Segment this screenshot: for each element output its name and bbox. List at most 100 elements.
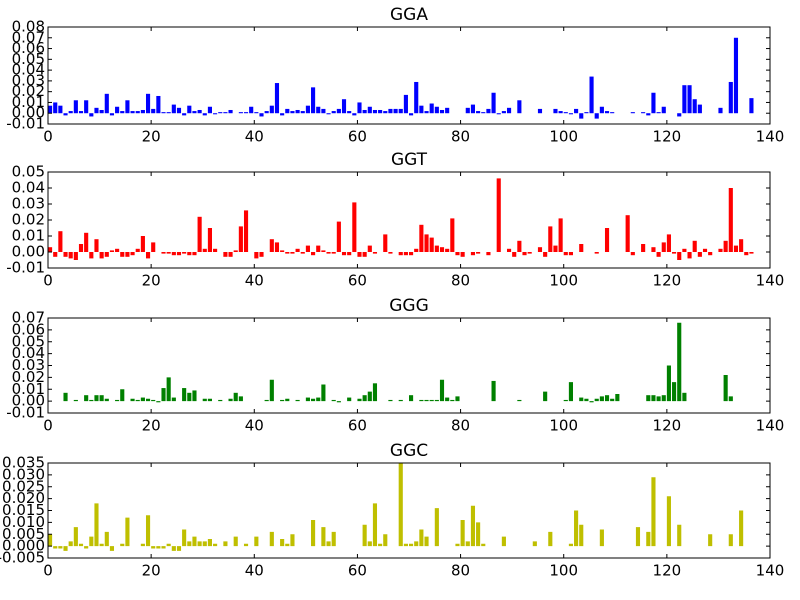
bar xyxy=(243,112,249,114)
bar xyxy=(352,202,357,252)
bar xyxy=(202,398,207,402)
bar xyxy=(187,105,192,114)
bar xyxy=(604,395,610,402)
bar xyxy=(341,252,347,256)
bar xyxy=(362,524,367,547)
bar xyxy=(171,546,176,551)
bar xyxy=(491,92,496,114)
y-tick-label: 0.01 xyxy=(12,380,45,398)
bar xyxy=(161,546,166,549)
bar xyxy=(367,245,372,252)
bar xyxy=(254,252,259,259)
bar xyxy=(362,395,367,402)
bar xyxy=(656,112,661,114)
bar xyxy=(161,252,166,254)
bar xyxy=(579,113,584,119)
bar xyxy=(213,113,218,115)
bar xyxy=(687,252,692,259)
bar xyxy=(460,520,465,547)
bar xyxy=(383,234,388,252)
bar xyxy=(646,395,651,402)
bar xyxy=(58,546,63,549)
bar xyxy=(176,546,182,551)
bar xyxy=(739,239,744,252)
bar xyxy=(419,399,424,402)
x-tick-label: 0 xyxy=(43,128,53,146)
bar xyxy=(285,543,290,547)
bar xyxy=(470,252,476,256)
y-tick-label: 0.04 xyxy=(12,61,45,79)
bar xyxy=(439,247,445,252)
bar xyxy=(109,546,115,551)
x-tick-label: 80 xyxy=(451,128,470,146)
bar xyxy=(321,384,326,402)
bar xyxy=(641,244,646,252)
x-tick-label: 100 xyxy=(549,562,578,580)
bar xyxy=(78,111,84,114)
y-tick-label: -0.01 xyxy=(6,259,45,277)
bar xyxy=(73,399,78,402)
y-tick-label: 0.035 xyxy=(2,454,45,472)
bar xyxy=(290,534,295,547)
bar xyxy=(331,252,336,254)
bar xyxy=(171,104,176,114)
bar xyxy=(269,379,274,402)
bar xyxy=(599,529,604,547)
bar xyxy=(151,399,156,402)
bar xyxy=(728,396,733,402)
bar xyxy=(305,105,310,114)
bar xyxy=(398,252,403,256)
bar xyxy=(182,529,187,547)
bar xyxy=(450,399,455,402)
y-tick-label: 0.01 xyxy=(12,93,45,111)
bar xyxy=(661,242,666,252)
bar xyxy=(120,543,125,547)
bar xyxy=(130,252,135,256)
x-tick-label: 20 xyxy=(142,128,161,146)
bar xyxy=(99,395,104,402)
y-tick-label: 0.02 xyxy=(12,211,45,229)
y-tick-label: 0.025 xyxy=(2,477,45,495)
bar xyxy=(537,108,543,114)
bar xyxy=(78,543,84,547)
bar xyxy=(486,252,491,256)
bar xyxy=(568,252,573,256)
bar xyxy=(316,245,321,252)
bar xyxy=(403,252,408,256)
bar xyxy=(285,398,290,402)
bar xyxy=(120,111,125,114)
bar xyxy=(481,112,486,114)
x-tick-label: 60 xyxy=(348,128,367,146)
bar xyxy=(728,81,733,114)
bar xyxy=(197,541,202,547)
bar xyxy=(238,226,243,252)
bar xyxy=(481,543,486,547)
bar xyxy=(140,397,145,402)
bar xyxy=(295,399,300,402)
bar xyxy=(687,85,692,114)
bar xyxy=(89,399,94,402)
bar xyxy=(409,395,414,402)
bar xyxy=(522,252,527,256)
bar xyxy=(285,108,290,114)
x-tick-label: 140 xyxy=(756,417,785,435)
y-tick-label: 0.03 xyxy=(12,356,45,374)
bar xyxy=(656,396,661,402)
bar xyxy=(84,546,89,549)
bar xyxy=(677,252,682,260)
bar xyxy=(476,111,481,114)
bar xyxy=(445,107,450,114)
bar xyxy=(48,534,53,547)
bar xyxy=(352,113,357,116)
x-tick-label: 100 xyxy=(549,128,578,146)
bar xyxy=(465,541,470,547)
bar xyxy=(202,248,207,252)
bar xyxy=(409,113,414,116)
bar xyxy=(347,111,352,114)
bar xyxy=(728,188,733,252)
bar xyxy=(666,496,671,547)
bar xyxy=(414,248,419,252)
y-tick-label: 0.05 xyxy=(12,50,45,68)
bar xyxy=(677,113,682,117)
x-tick-label: 100 xyxy=(549,272,578,290)
